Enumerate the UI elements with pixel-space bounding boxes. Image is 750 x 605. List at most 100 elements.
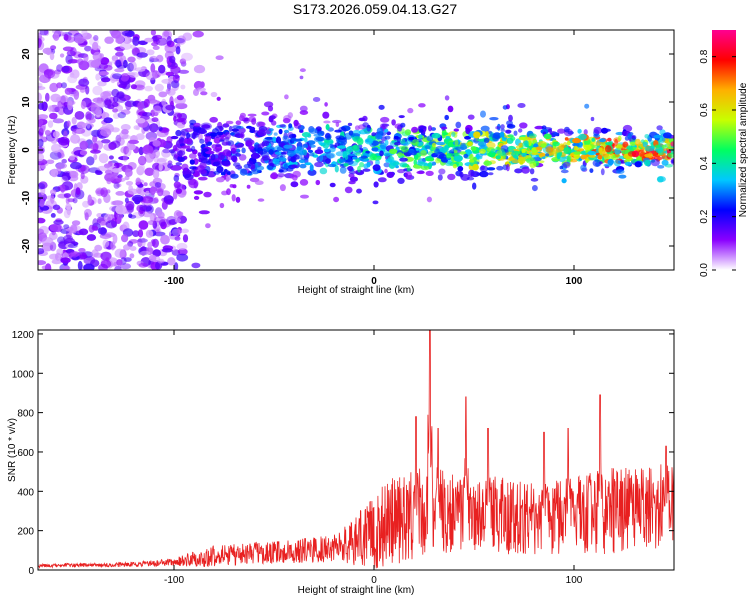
spectrogram-cell xyxy=(199,162,207,170)
spectrogram-cell xyxy=(378,104,385,110)
spectrogram-cell xyxy=(129,61,137,71)
spectrogram-cell xyxy=(170,65,181,75)
spectrogram-cell xyxy=(69,155,75,161)
spectrogram-cell xyxy=(134,80,146,88)
spectrogram-cell xyxy=(74,36,85,44)
spectrogram-cell xyxy=(472,163,479,171)
spectrogram-cell xyxy=(125,200,135,211)
spectrogram-cell xyxy=(268,149,274,155)
spectrogram-cell xyxy=(103,213,113,223)
spectrogram-cell xyxy=(238,154,247,161)
spectrogram-cell xyxy=(57,106,65,116)
spectrogram-cell xyxy=(438,168,446,175)
spectrogram-cell xyxy=(94,100,106,109)
spectrogram-cell xyxy=(38,68,45,76)
spectrogram-cell xyxy=(213,170,220,175)
spectrogram-cell xyxy=(307,169,317,176)
spectrogram-cell xyxy=(230,173,239,179)
spectrogram-cell xyxy=(138,220,149,230)
spectrogram-cell xyxy=(158,64,166,74)
spectrogram-cell xyxy=(487,172,494,176)
spectrogram-cell xyxy=(407,107,414,114)
spectrogram-cell xyxy=(55,252,61,261)
spectrogram-cell xyxy=(373,181,379,188)
spectrogram-cell xyxy=(245,139,255,146)
spectrogram-cell xyxy=(161,98,167,107)
spectrogram-cell xyxy=(384,168,388,174)
spectrogram-cell xyxy=(618,174,627,179)
spectrogram-cell xyxy=(334,165,339,173)
spectrogram-cell xyxy=(104,36,114,44)
spectrogram-cell xyxy=(479,170,489,178)
spectrogram-cell xyxy=(176,211,184,217)
spectrogram-cell xyxy=(116,259,123,266)
spectrogram-cell xyxy=(120,109,131,115)
spectrogram-cell xyxy=(127,188,139,195)
spectrogram-cell xyxy=(648,152,653,159)
spectrogram-cell xyxy=(288,123,293,129)
spectrogram-cell xyxy=(70,161,82,170)
spectrogram-cell xyxy=(98,153,109,164)
colorbar-tick-label: 0.2 xyxy=(699,209,710,223)
spectrogram-cell xyxy=(399,157,408,162)
spectrogram-cell xyxy=(451,131,456,137)
spectrogram-cell xyxy=(46,159,55,165)
spectrogram-cell xyxy=(251,118,257,125)
spectrogram-cell xyxy=(111,168,123,173)
spectrogram-cell xyxy=(83,263,95,270)
spectrogram-cell xyxy=(158,91,168,98)
spectrogram-cell xyxy=(142,145,154,155)
spectrogram-cell xyxy=(120,146,130,154)
spectrogram-cell xyxy=(386,171,395,178)
spectrogram-cell xyxy=(667,152,674,158)
spectrogram-cell xyxy=(38,183,46,190)
spectrogram-cell xyxy=(657,176,666,183)
spectrogram-cell xyxy=(224,132,231,140)
spectrogram-cell xyxy=(638,142,644,147)
spectrogram-cell xyxy=(508,114,513,122)
spectrogram-cell xyxy=(87,194,92,204)
spectrogram-cell xyxy=(188,153,197,159)
spectrogram-cell xyxy=(137,101,144,111)
spectrogram-cell xyxy=(98,63,108,70)
spectrogram-cell xyxy=(366,161,371,168)
spectrogram-cell xyxy=(480,165,485,171)
spectrogram-cell xyxy=(52,118,64,124)
spectrogram-cell xyxy=(115,59,122,68)
spectrogram-cell xyxy=(348,173,355,178)
spectrogram-cell xyxy=(138,155,147,166)
spectrogram-cell xyxy=(100,128,112,137)
spectrogram-cell xyxy=(416,170,425,175)
spectrogram-cell xyxy=(96,213,103,218)
spectrogram-cell xyxy=(360,155,368,159)
spectrogram-cell xyxy=(314,149,324,155)
spectrogram-cell xyxy=(644,159,651,167)
spectrogram-cell xyxy=(396,152,403,157)
spectrogram-cell xyxy=(105,257,110,262)
spectrogram-cell xyxy=(114,68,125,73)
spectrogram-y-tick-label: -20 xyxy=(21,238,32,253)
spectrogram-cell xyxy=(430,127,436,131)
spectrogram-cell xyxy=(397,177,405,184)
spectrogram-cell xyxy=(63,224,70,230)
spectrogram-cell xyxy=(79,140,89,150)
spectrogram-cell xyxy=(590,116,595,122)
spectrogram-cell xyxy=(309,164,314,172)
spectrogram-cell xyxy=(97,57,102,62)
spectrogram-cell xyxy=(84,45,92,52)
spectrogram-cell xyxy=(364,137,374,145)
spectrogram-cell xyxy=(391,119,396,126)
spectrogram-cell xyxy=(182,234,189,243)
spectrogram-cell xyxy=(447,105,454,113)
spectrogram-cell xyxy=(304,136,308,143)
spectrogram-cell xyxy=(282,135,289,142)
spectrogram-cell xyxy=(435,157,441,164)
spectrogram-cell xyxy=(62,46,74,52)
spectrogram-cell xyxy=(348,170,357,175)
spectrogram-cell xyxy=(59,95,69,103)
spectrogram-cell xyxy=(464,135,472,140)
spectrogram-cell xyxy=(161,190,171,197)
spectrogram-cell xyxy=(490,148,497,154)
spectrogram-cell xyxy=(81,30,88,37)
